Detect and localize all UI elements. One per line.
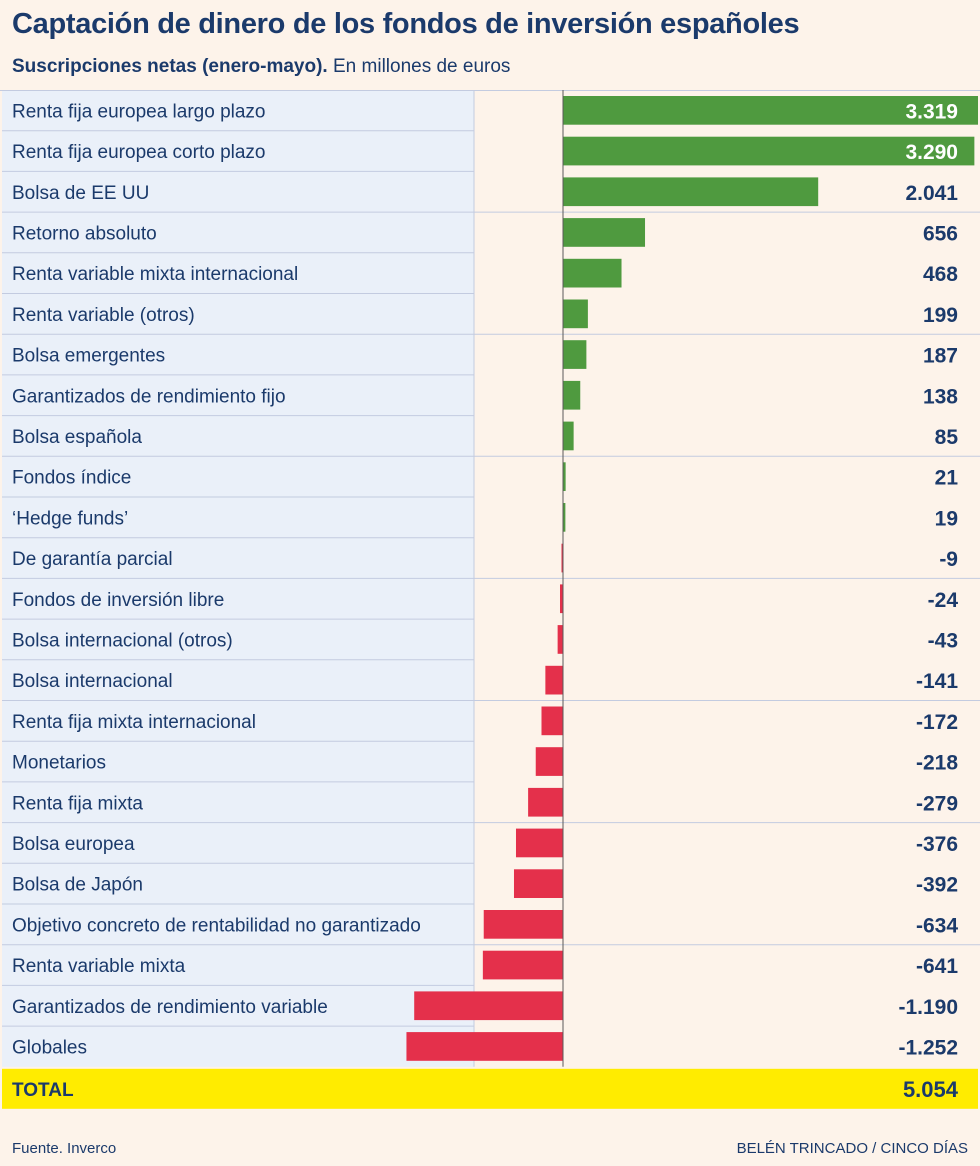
bar — [563, 462, 566, 491]
subtitle-units: En millones de euros — [333, 56, 511, 77]
bar — [483, 910, 563, 939]
value-label: -392 — [916, 874, 958, 897]
category-label: Monetarios — [12, 753, 106, 774]
bar — [563, 258, 622, 288]
value-label: -141 — [916, 670, 958, 693]
category-label: Objetivo concreto de rentabilidad no gar… — [12, 915, 421, 936]
source-note: Fuente. Inverco — [12, 1140, 117, 1157]
total-value: 5.054 — [903, 1077, 959, 1102]
bar — [563, 421, 574, 451]
category-label: Globales — [12, 1037, 87, 1058]
bar — [563, 380, 581, 410]
bar — [563, 503, 566, 532]
value-label: -218 — [916, 752, 958, 775]
value-label: 656 — [923, 222, 958, 245]
category-label: Bolsa de Japón — [12, 875, 143, 896]
category-label: Fondos de inversión libre — [12, 590, 224, 611]
bar — [563, 177, 819, 207]
value-label: 199 — [923, 304, 958, 327]
value-label: 3.290 — [905, 141, 958, 164]
bar — [482, 950, 563, 980]
bar — [515, 828, 563, 858]
bar — [545, 665, 563, 695]
category-label: Bolsa europea — [12, 834, 135, 855]
value-label: -1.190 — [898, 996, 958, 1019]
value-label: -279 — [916, 792, 958, 815]
value-label: -172 — [916, 711, 958, 734]
bar — [563, 218, 646, 247]
value-label: -43 — [928, 629, 958, 652]
bar-chart: Renta fija europea largo plazo 3.319 Renta… — [0, 90, 980, 1109]
category-label: De garantía parcial — [12, 549, 173, 570]
bar — [541, 706, 563, 736]
value-label: 138 — [923, 385, 958, 408]
value-label: 19 — [935, 507, 958, 530]
category-label: Renta fija mixta — [12, 793, 143, 814]
chart-subtitle: Suscripciones netas (enero-mayo). En mil… — [12, 56, 510, 78]
credit-note: BELÉN TRINCADO / CINCO DÍAS — [736, 1140, 968, 1157]
bar — [513, 869, 563, 898]
value-label: 21 — [935, 467, 959, 490]
bar — [563, 340, 587, 369]
category-label: Renta variable mixta internacional — [12, 264, 298, 285]
category-label: Fondos índice — [12, 468, 131, 489]
bar — [414, 991, 563, 1021]
subtitle-bold: Suscripciones netas (enero-mayo). — [12, 56, 328, 77]
value-label: 2.041 — [905, 182, 958, 205]
value-label: -376 — [916, 833, 958, 856]
total-label: TOTAL — [12, 1080, 74, 1101]
category-label: Renta fija europea corto plazo — [12, 142, 266, 163]
value-label: -24 — [928, 589, 959, 612]
value-label: 85 — [935, 426, 959, 449]
category-label: Renta variable mixta — [12, 956, 186, 977]
bar — [563, 299, 588, 329]
category-label: Retorno absoluto — [12, 223, 157, 244]
value-label: 187 — [923, 345, 958, 368]
category-label: Bolsa española — [12, 427, 142, 448]
bar — [563, 136, 975, 166]
total-band — [2, 1068, 978, 1109]
category-label: Garantizados de rendimiento fijo — [12, 386, 286, 407]
category-label: Renta fija mixta internacional — [12, 712, 256, 733]
value-label: -9 — [939, 548, 958, 571]
bar — [561, 543, 563, 573]
category-label: Garantizados de rendimiento variable — [12, 997, 328, 1018]
category-label: Renta variable (otros) — [12, 305, 195, 326]
value-label: 3.319 — [905, 100, 958, 123]
category-label: ‘Hedge funds’ — [12, 508, 128, 529]
category-label: Bolsa emergentes — [12, 346, 165, 367]
bar — [559, 584, 563, 614]
value-label: -634 — [916, 914, 958, 937]
bar — [563, 96, 978, 125]
chart-title: Captación de dinero de los fondos de inv… — [12, 8, 800, 40]
category-label: Bolsa de EE UU — [12, 183, 149, 204]
category-label: Bolsa internacional — [12, 671, 173, 692]
bar — [557, 625, 563, 654]
value-label: 468 — [923, 263, 958, 286]
bar — [535, 747, 563, 776]
bar — [528, 787, 563, 817]
bar — [406, 1032, 563, 1061]
value-label: -1.252 — [898, 1036, 958, 1059]
value-label: -641 — [916, 955, 958, 978]
category-label: Bolsa internacional (otros) — [12, 630, 233, 651]
category-label: Renta fija europea largo plazo — [12, 101, 266, 122]
